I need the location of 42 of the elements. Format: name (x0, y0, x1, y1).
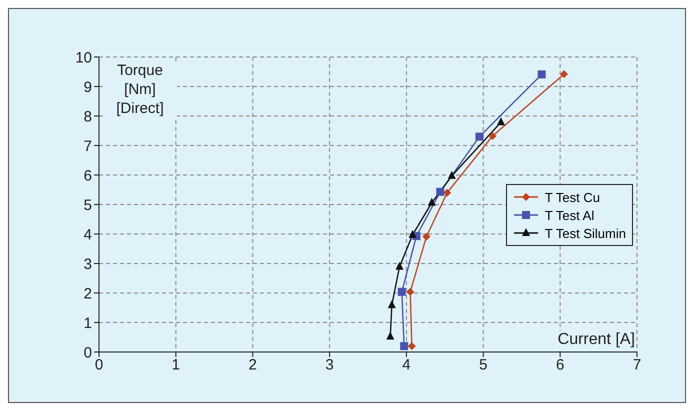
legend-label: T Test Cu (544, 190, 600, 204)
y-tick-label: 3 (84, 256, 92, 273)
point (400, 342, 408, 350)
x-tick-label: 3 (325, 356, 334, 374)
y-tick-label: 2 (84, 285, 92, 302)
point (443, 188, 452, 197)
y-tick-label: 7 (84, 138, 92, 155)
point (408, 342, 416, 350)
point (448, 170, 456, 179)
point (436, 188, 444, 196)
point (560, 70, 568, 78)
y-tick-label: 0 (84, 344, 92, 362)
y-tick-label: 10 (75, 49, 92, 66)
y-tick-label: 9 (84, 78, 92, 96)
point (406, 288, 414, 296)
point (428, 198, 436, 206)
y-tick-label: 5 (84, 196, 92, 214)
y-tick-label: 6 (84, 167, 92, 184)
x-tick-label: 0 (94, 356, 104, 374)
point (496, 117, 505, 126)
y-tick-label: 1 (84, 314, 92, 332)
point (386, 332, 394, 340)
x-tick-label: 6 (556, 356, 564, 374)
x-tick-label: 1 (172, 356, 180, 374)
x-axis-title: Current [A] (558, 331, 635, 349)
point (396, 262, 404, 270)
point (422, 232, 430, 241)
point (538, 70, 546, 78)
point (475, 132, 484, 141)
point (388, 300, 396, 308)
point (408, 230, 417, 238)
legend-label: T Test Silumin (544, 226, 626, 240)
y-tick-label: 8 (84, 108, 92, 126)
x-tick-label: 7 (632, 356, 642, 374)
x-tick-label: 4 (402, 356, 411, 374)
legend-label: T Test Al (544, 208, 594, 222)
y-tick-label: 4 (84, 226, 92, 244)
y-axis-title: Torque [Nm] [Direct] (103, 61, 177, 118)
point (488, 132, 497, 140)
point (398, 288, 406, 296)
x-tick-label: 5 (479, 356, 488, 374)
x-tick-label: 2 (248, 356, 257, 374)
